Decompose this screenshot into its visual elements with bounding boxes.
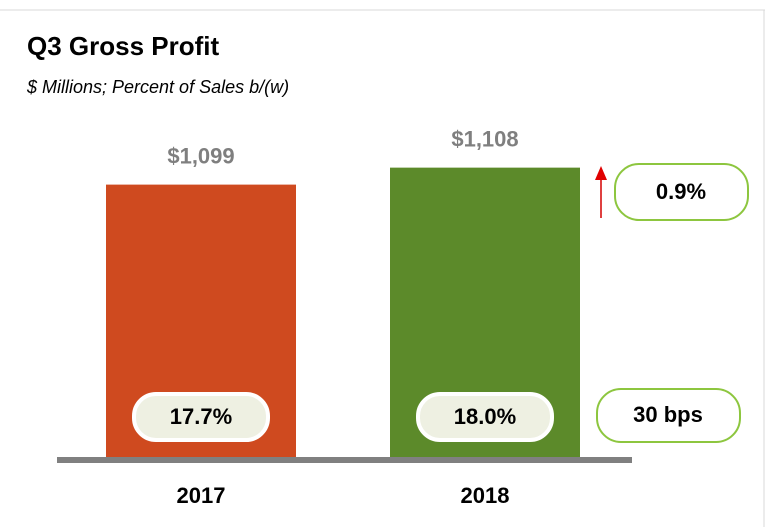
margin-label: 17.7% [170, 404, 232, 429]
growth-label: 0.9% [656, 179, 706, 204]
value-label: $1,108 [451, 126, 518, 151]
growth-arrow-head [595, 166, 607, 180]
margin-pill [416, 392, 554, 442]
x-tick-label: 2017 [177, 483, 226, 508]
baseline [57, 457, 632, 463]
chart-title: Q3 Gross Profit [27, 31, 219, 61]
margin-change-label: 30 bps [633, 402, 703, 427]
chart-subtitle: $ Millions; Percent of Sales b/(w) [26, 77, 289, 97]
margin-pill [132, 392, 270, 442]
value-label: $1,099 [167, 143, 234, 168]
margin-change-pill [596, 388, 741, 443]
x-tick-label: 2018 [461, 483, 510, 508]
growth-pill [614, 163, 749, 221]
margin-label: 18.0% [454, 404, 516, 429]
